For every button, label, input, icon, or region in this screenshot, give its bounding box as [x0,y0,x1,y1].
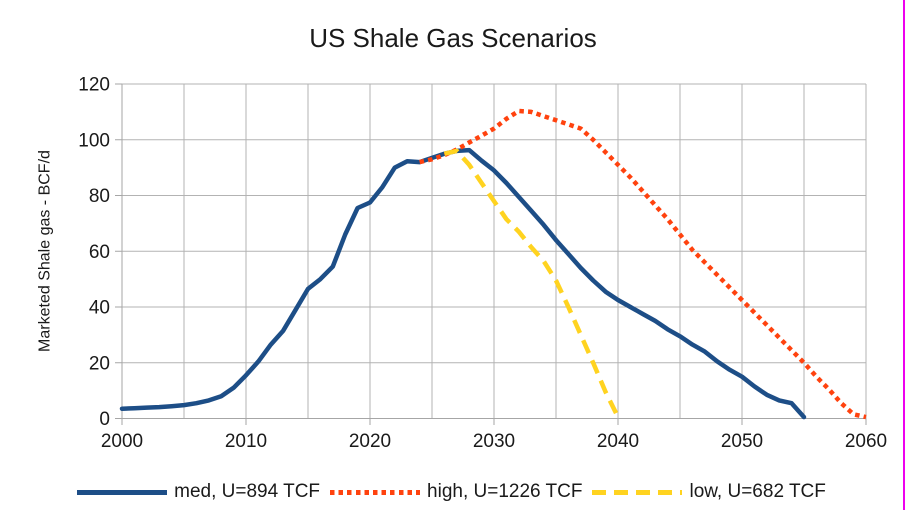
legend-line-sample-med [77,489,168,495]
legend-item-med: med, U=894 TCF [77,481,320,503]
y-tick-label: 40 [89,298,110,319]
tick-labels: 2000 2010 2020 2030 2040 2050 2060020406080100… [78,75,887,453]
legend-line-sample-high [330,489,421,495]
chart-title: US Shale Gas Scenarios [309,23,597,53]
x-tick-label: 2060 [845,431,887,452]
x-tick-label: 2000 [101,431,143,452]
axes [115,83,867,425]
window-edge-highlight [903,0,905,510]
x-tick-label: 2020 [349,431,391,452]
legend-label-med: med, U=894 TCF [174,481,321,502]
x-tick-label: 2040 [597,431,639,452]
y-axis-title: Marketed Shale gas - BCF/d [37,150,54,352]
chart-legend: med, U=894 TCF high, U=1226 TCF low, U=6… [0,479,903,505]
y-tick-label: 20 [89,353,110,374]
legend-line-sample-low [592,489,683,495]
x-tick-label: 2030 [473,431,515,452]
y-tick-label: 80 [89,186,110,207]
series-line-1 [419,108,867,420]
y-tick-label: 100 [78,130,110,151]
legend-item-low: low, U=682 TCF [592,481,826,503]
series-line-2 [443,148,621,419]
gridlines [122,83,867,419]
y-tick-label: 0 [99,409,110,430]
series-line-0 [119,147,807,420]
x-tick-label: 2010 [225,431,267,452]
x-tick-label: 2050 [721,431,763,452]
legend-label-low: low, U=682 TCF [689,481,826,502]
legend-item-high: high, U=1226 TCF [330,481,582,503]
legend-label-high: high, U=1226 TCF [427,481,583,502]
y-tick-label: 120 [78,75,110,96]
y-tick-label: 60 [89,242,110,263]
